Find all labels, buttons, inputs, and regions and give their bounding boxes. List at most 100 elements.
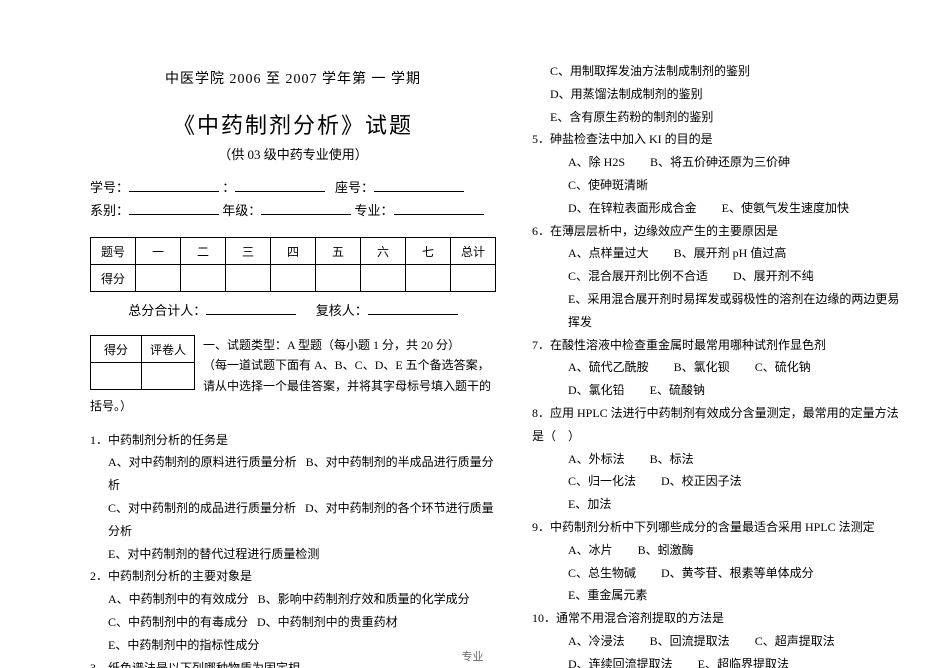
name-blank[interactable]	[235, 177, 325, 192]
score-cell[interactable]	[226, 265, 271, 292]
q5-opts-1: A、除 H2S B、将五价砷还原为三价砷 C、使砷斑清晰	[532, 151, 905, 197]
q2-opts-2: C、中药制剂中的有毒成分 D、中药制剂中的贵重药材	[90, 611, 496, 634]
grader-c1: 得分	[91, 336, 142, 363]
q2c: C、中药制剂中的有毒成分	[108, 615, 248, 629]
score-row-label: 得分	[91, 265, 136, 292]
q9e: E、重金属元素	[532, 584, 905, 607]
q9-opts-1: A、冰片 B、蚓激酶	[532, 539, 905, 562]
review-label: 复核人：	[316, 303, 368, 318]
q6c: C、混合展开剂比例不合适	[568, 265, 708, 288]
q8: 8．应用 HPLC 法进行中药制剂有效成分含量测定，最常用的定量方法是（ ）	[532, 402, 905, 448]
q2-opts-1: A、中药制剂中的有效成分 B、影响中药制剂疗效和质量的化学成分	[90, 588, 496, 611]
dept-label: 系别：	[90, 203, 129, 218]
score-h6: 六	[361, 238, 406, 265]
seat-label: 座号：	[335, 180, 374, 195]
score-h1: 一	[136, 238, 181, 265]
q9a: A、冰片	[568, 539, 613, 562]
q7-opts: A、硫代乙酰胺 B、氯化钡 C、硫化钠 D、氯化铅 E、硫酸钠	[532, 356, 905, 402]
q10: 10．通常不用混合溶剂提取的方法是	[532, 607, 905, 630]
score-value-row: 得分	[91, 265, 496, 292]
right-column: C、用制取挥发油方法制成制剂的鉴别 D、用蒸馏法制成制剂的鉴别 E、含有原生药粉…	[514, 0, 945, 668]
score-cell[interactable]	[406, 265, 451, 292]
q2a: A、中药制剂中的有效成分	[108, 592, 249, 606]
review-blank[interactable]	[368, 300, 458, 315]
q7b: B、氯化钡	[674, 356, 730, 379]
q8e: E、加法	[532, 493, 905, 516]
exam-title: 《中药制剂分析》试题	[90, 108, 496, 140]
page-footer: 专业	[0, 648, 945, 664]
q9c: C、总生物碱	[568, 562, 636, 585]
q8a: A、外标法	[568, 448, 625, 471]
q6a: A、点样量过大	[568, 242, 649, 265]
grader-blank[interactable]	[142, 363, 195, 390]
q5b: B、将五价砷还原为三价砷	[650, 151, 790, 174]
q2b: B、影响中药制剂疗效和质量的化学成分	[258, 592, 470, 606]
dept-blank[interactable]	[129, 200, 219, 215]
school-year-line: 中医学院 2006 至 2007 学年第 一 学期	[90, 68, 496, 88]
q6: 6．在薄层层析中，边缘效应产生的主要原因是	[532, 220, 905, 243]
total-label: 总分合计人：	[128, 303, 206, 318]
q9-opts-2: C、总生物碱 D、黄芩苷、根素等单体成分	[532, 562, 905, 585]
q6-opts-2: C、混合展开剂比例不合适 D、展开剂不纯	[532, 265, 905, 288]
score-cell[interactable]	[361, 265, 406, 292]
score-h7: 七	[406, 238, 451, 265]
q6b: B、展开剂 pH 值过高	[674, 242, 787, 265]
q8b: B、标法	[650, 448, 694, 471]
score-cell[interactable]	[451, 265, 496, 292]
score-cell[interactable]	[136, 265, 181, 292]
score-table: 题号 一 二 三 四 五 六 七 总计 得分	[90, 237, 496, 292]
q5a: A、除 H2S	[568, 151, 625, 174]
q8-opts-2: C、归一化法 D、校正因子法	[532, 470, 905, 493]
score-h4: 四	[271, 238, 316, 265]
q9: 9．中药制剂分析中下列哪些成分的含量最适合采用 HPLC 法测定	[532, 516, 905, 539]
score-cell[interactable]	[181, 265, 226, 292]
q7d: D、氯化铅	[568, 379, 625, 402]
q8d: D、校正因子法	[661, 470, 742, 493]
q1a: A、对中药制剂的原料进行质量分析	[108, 455, 297, 469]
grader-blank[interactable]	[91, 363, 142, 390]
score-h0: 题号	[91, 238, 136, 265]
score-h3: 三	[226, 238, 271, 265]
sid-blank[interactable]	[129, 177, 219, 192]
section-a-header: 得分 评卷人 一、试题类型：A 型题（每小题 1 分，共 20 分） （每一道试…	[90, 335, 496, 417]
q1-opts-1: A、对中药制剂的原料进行质量分析 B、对中药制剂的半成品进行质量分析	[90, 451, 496, 497]
sid-label: 学号：	[90, 180, 129, 195]
exam-subtitle: （供 03 级中药专业使用）	[90, 144, 496, 163]
score-cell[interactable]	[271, 265, 316, 292]
q1: 1．中药制剂分析的任务是	[90, 429, 496, 452]
q4c: C、用制取挥发油方法制成制剂的鉴别	[532, 60, 905, 83]
q5c: C、使砷斑清晰	[568, 174, 648, 197]
left-column: 中医学院 2006 至 2007 学年第 一 学期 《中药制剂分析》试题 （供 …	[0, 0, 514, 668]
grade-label: 年级：	[222, 203, 261, 218]
q8-opts-1: A、外标法 B、标法	[532, 448, 905, 471]
q9d: D、黄芩苷、根素等单体成分	[661, 562, 814, 585]
q7e: E、硫酸钠	[650, 379, 705, 402]
q2d: D、中药制剂中的贵重药材	[257, 615, 398, 629]
q7: 7．在酸性溶液中检查重金属时最常用哪种试剂作显色剂	[532, 334, 905, 357]
q1-opts-2: C、对中药制剂的成品进行质量分析 D、对中药制剂的各个环节进行质量分析	[90, 497, 496, 543]
grade-blank[interactable]	[261, 200, 351, 215]
total-blank[interactable]	[206, 300, 296, 315]
score-h2: 二	[181, 238, 226, 265]
student-info-line-2: 系别： 年级： 专业：	[90, 200, 496, 219]
score-header-row: 题号 一 二 三 四 五 六 七 总计	[91, 238, 496, 265]
q4d: D、用蒸馏法制成制剂的鉴别	[532, 83, 905, 106]
score-h8: 总计	[451, 238, 496, 265]
seat-blank[interactable]	[374, 177, 464, 192]
q5: 5．砷盐检查法中加入 KI 的目的是	[532, 128, 905, 151]
tally-line: 总分合计人： 复核人：	[90, 300, 496, 319]
q2: 2．中药制剂分析的主要对象是	[90, 565, 496, 588]
grader-c2: 评卷人	[142, 336, 195, 363]
q6-opts-1: A、点样量过大 B、展开剂 pH 值过高	[532, 242, 905, 265]
score-cell[interactable]	[316, 265, 361, 292]
q6d: D、展开剂不纯	[733, 265, 814, 288]
q1e: E、对中药制剂的替代过程进行质量检测	[90, 543, 496, 566]
q9b: B、蚓激酶	[638, 539, 694, 562]
q4e: E、含有原生药粉的制剂的鉴别	[532, 106, 905, 129]
q7c: C、硫化钠	[755, 356, 811, 379]
score-h5: 五	[316, 238, 361, 265]
major-label: 专业：	[355, 203, 394, 218]
student-info-line-1: 学号： ： 座号：	[90, 177, 496, 196]
grader-table: 得分 评卷人	[90, 335, 195, 390]
major-blank[interactable]	[394, 200, 484, 215]
